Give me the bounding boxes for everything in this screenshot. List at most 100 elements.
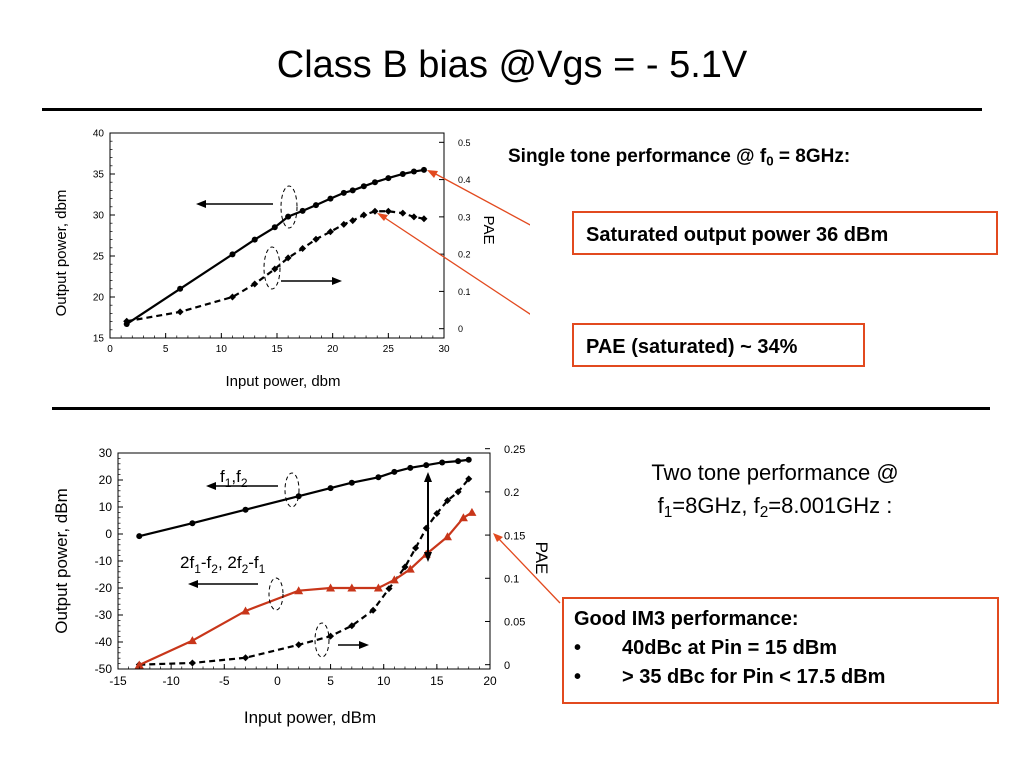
chart2-im3-span-head-bottom (424, 552, 432, 562)
x-tick-label: 5 (327, 674, 334, 688)
chart1-series-1-point (360, 183, 367, 190)
bullet-icon: • (574, 637, 582, 659)
y-tick-label: 30 (93, 211, 105, 222)
chart1-ellipse-bottom (263, 246, 281, 290)
y-tick-label: 10 (99, 500, 113, 514)
x-tick-label: -5 (219, 674, 230, 688)
chart2-series-1-point (375, 474, 382, 481)
y-tick-label: 15 (93, 334, 105, 345)
chart2-series-2-point (443, 497, 451, 505)
chart2-series-1-point (439, 459, 446, 466)
chart2-series-2-point (454, 488, 462, 496)
chart1-series-1-point (271, 224, 278, 231)
chart1-left-arrowhead (196, 200, 206, 208)
chart2-series-3-point (326, 583, 336, 592)
chart2-im3-label: 2f1-f2, 2f2-f1 (180, 553, 266, 576)
chart2-series-1-point (327, 485, 334, 492)
im3-callout-title: Good IM3 performance: (574, 608, 799, 630)
chart2-series-1-point (189, 520, 196, 527)
chart2-series-1-point (407, 464, 414, 471)
y2-tick-label: 0.5 (458, 138, 471, 148)
pae-callout: PAE (saturated) ~ 34% (572, 323, 865, 367)
pointer-im3 (497, 537, 561, 604)
y2-tick-label: 0.4 (458, 175, 471, 185)
chart1-series-1-point (410, 168, 417, 175)
chart2-series-3-point (389, 575, 399, 584)
x-tick-label: 10 (216, 344, 228, 355)
chart2-series-3-point (467, 507, 477, 516)
chart2-series-2-point (295, 641, 303, 649)
y2-tick-label: 0.05 (504, 617, 525, 629)
chart2-ellipse-top (284, 472, 300, 508)
chart1-series-1-point (285, 213, 292, 220)
chart2-series-2-point (433, 509, 441, 517)
y-tick-label: 20 (99, 473, 113, 487)
chart2-ellipse-bottom (314, 622, 330, 658)
chart2-series-3-point (134, 660, 144, 669)
y-tick-label: 0 (105, 527, 112, 541)
y-tick-label: 30 (99, 446, 113, 460)
two-tone-chart: -15 -10 -5 0 5 10 15 20-50-40-30-20-10010203000… (52, 444, 561, 727)
chart1-series-1-point (229, 251, 236, 258)
two-tone-frequencies: f1=8GHz, f2=8.001GHz : (657, 493, 893, 521)
chart1-series-2-point (284, 254, 292, 262)
chart1-series-2-point (271, 265, 279, 273)
chart2-pae-arrowhead (359, 641, 369, 649)
chart1-series-2-point (299, 245, 307, 253)
y-tick-label: 35 (93, 170, 105, 181)
chart1-series-2-point (384, 207, 392, 215)
pointer-saturated (431, 171, 530, 226)
bullet-icon: • (574, 666, 582, 688)
saturated-power-callout: Saturated output power 36 dBm (572, 211, 998, 255)
chart1-series-1-point (349, 187, 356, 194)
x-tick-label: 20 (327, 344, 339, 355)
y-tick-label: -10 (95, 554, 113, 568)
y2-tick-label: 0.1 (458, 287, 471, 297)
y-tick-label: -50 (95, 662, 113, 676)
chart1-series-2-point (399, 209, 407, 217)
chart2-y2-axis-label: PAE (532, 542, 551, 575)
chart2-series-2-point (188, 659, 196, 667)
chart2-series-1-point (348, 479, 355, 486)
chart1-series-1-point (371, 179, 378, 186)
top-divider (42, 108, 982, 111)
y2-tick-label: 0 (458, 324, 463, 334)
chart1-series-1-point (312, 202, 319, 209)
pointer-pae (381, 215, 530, 315)
chart1-series-1-point (299, 207, 306, 214)
x-tick-label: 20 (483, 674, 497, 688)
y-tick-label: -20 (95, 581, 113, 595)
y-tick-label: -40 (95, 635, 113, 649)
y2-tick-label: 0.25 (504, 444, 525, 456)
y2-tick-label: 0.2 (504, 487, 519, 499)
two-tone-heading: Two tone performance @ (651, 460, 899, 485)
chart1-series-2-point (420, 215, 428, 223)
chart2-series-1-point (391, 468, 398, 475)
chart1-series-2-point (228, 293, 236, 301)
chart2-series-1-point (136, 533, 143, 540)
chart2-series-3-point (405, 564, 415, 573)
chart1-ellipse-top (280, 185, 298, 229)
chart1-series-2-line (126, 210, 425, 323)
chart2-series-2-point (348, 622, 356, 630)
chart2-series-3-point (241, 606, 251, 615)
chart1-y-axis-label: Output power, dbm (53, 190, 70, 317)
y2-tick-label: 0.15 (504, 530, 525, 542)
chart2-series-2-point (465, 475, 473, 483)
chart1-series-1-point (251, 236, 258, 243)
chart1-series-2-point (251, 280, 259, 288)
chart1-series-2-point (123, 317, 131, 325)
chart2-series-3-point (442, 532, 452, 541)
chart2-im3-arrowhead (188, 580, 198, 588)
pointer-saturated-head (427, 170, 438, 178)
chart1-plot-frame (109, 132, 445, 339)
y-tick-label: -30 (95, 608, 113, 622)
chart2-im3-span-head-top (424, 472, 432, 482)
chart1-series-2-point (312, 235, 320, 243)
chart1-series-2-point (410, 213, 418, 221)
chart2-series-3-point (294, 586, 304, 595)
chart2-series-2-point (401, 563, 409, 571)
x-tick-label: 15 (430, 674, 444, 688)
chart2-series-2-point (242, 654, 250, 662)
chart1-series-1-point (399, 171, 406, 177)
